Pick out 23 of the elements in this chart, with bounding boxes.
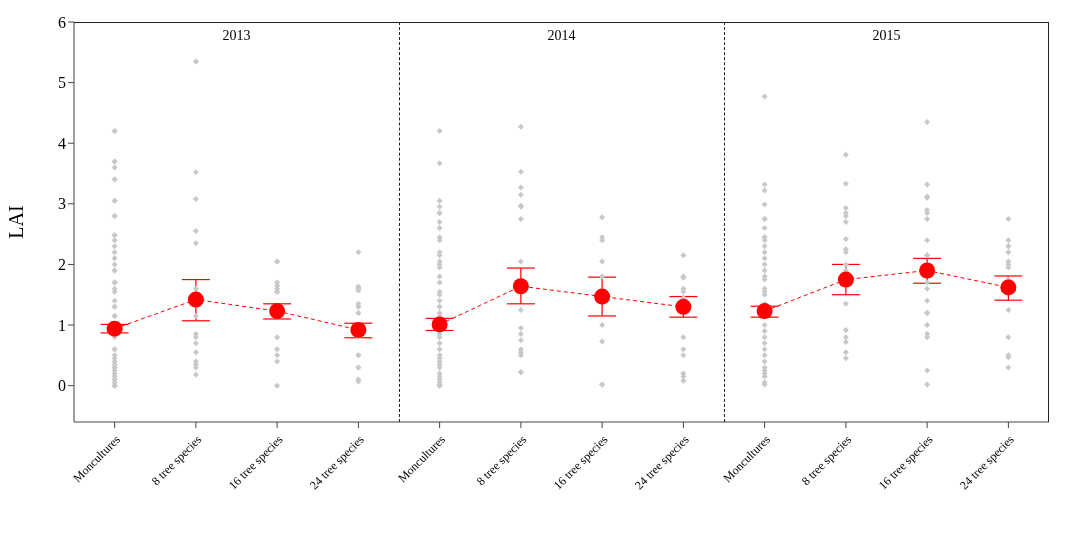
point <box>594 288 611 305</box>
y-tick-label: 3 <box>58 195 66 213</box>
chart-title: 2013 <box>221 28 252 44</box>
point <box>512 278 529 295</box>
y-tick-label: 2 <box>58 256 66 274</box>
y-tick-label: 1 <box>58 316 66 334</box>
point <box>837 271 854 288</box>
y-tick-label: 4 <box>58 134 66 152</box>
point <box>187 291 204 308</box>
y-tick-label: 0 <box>58 377 66 395</box>
point <box>106 320 123 337</box>
chart-title: 2014 <box>546 28 577 44</box>
y-tick-label: 5 <box>58 74 66 92</box>
point <box>1000 279 1017 296</box>
point <box>756 303 773 320</box>
point <box>350 321 367 338</box>
point <box>431 316 448 333</box>
y-tick-label: 6 <box>58 13 66 31</box>
point <box>675 298 692 315</box>
point <box>269 303 286 320</box>
point <box>919 262 936 279</box>
chart-title: 2015 <box>871 28 902 44</box>
y-axis-title: LAI <box>5 205 28 239</box>
